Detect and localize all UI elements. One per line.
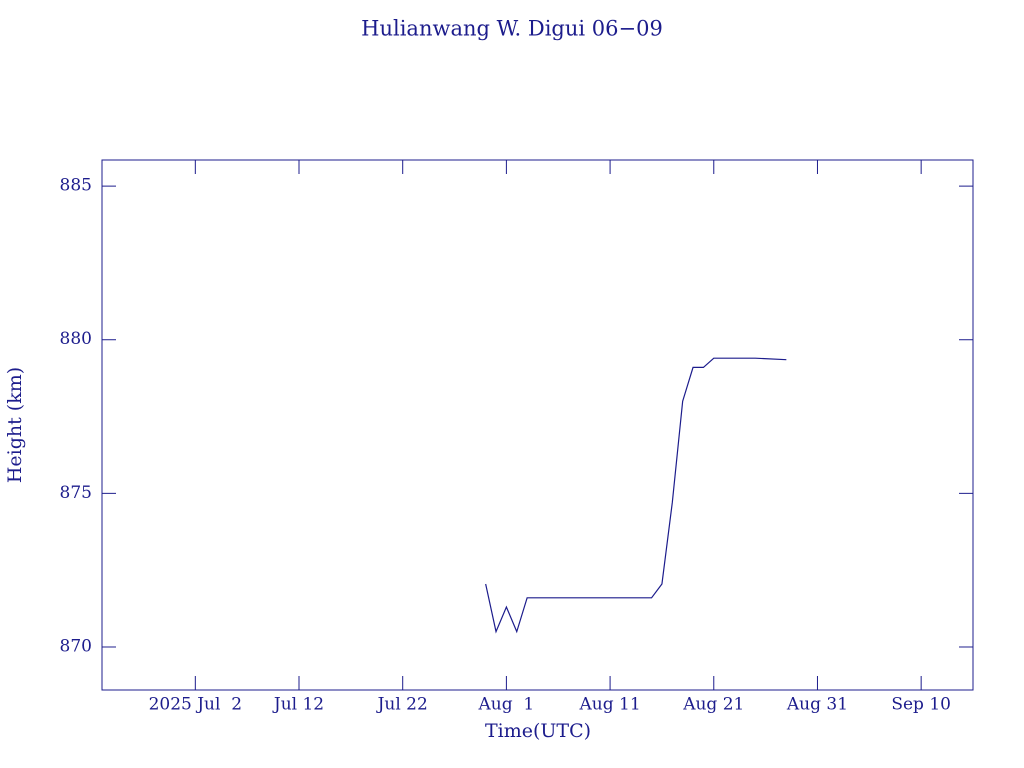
x-tick-label: 2025 Jul 2 bbox=[149, 695, 243, 715]
chart-title: Hulianwang W. Digui 06−09 bbox=[361, 17, 663, 41]
x-tick-label: Aug 1 bbox=[478, 695, 535, 715]
x-tick-label: Jul 22 bbox=[376, 695, 428, 715]
y-axis-label: Height (km) bbox=[4, 367, 26, 483]
y-tick-label: 885 bbox=[60, 176, 92, 196]
y-tick-label: 875 bbox=[60, 483, 92, 503]
x-tick-label: Sep 10 bbox=[891, 695, 951, 715]
x-axis-label: Time(UTC) bbox=[485, 720, 591, 742]
x-tick-label: Aug 31 bbox=[786, 695, 848, 715]
y-tick-label: 870 bbox=[60, 636, 92, 656]
x-tick-label: Aug 21 bbox=[682, 695, 744, 715]
x-tick-label: Jul 12 bbox=[272, 695, 324, 715]
plot-frame bbox=[101, 159, 974, 691]
x-tick-label: Aug 11 bbox=[579, 695, 641, 715]
y-tick-label: 880 bbox=[60, 329, 92, 349]
data-line bbox=[485, 357, 787, 634]
